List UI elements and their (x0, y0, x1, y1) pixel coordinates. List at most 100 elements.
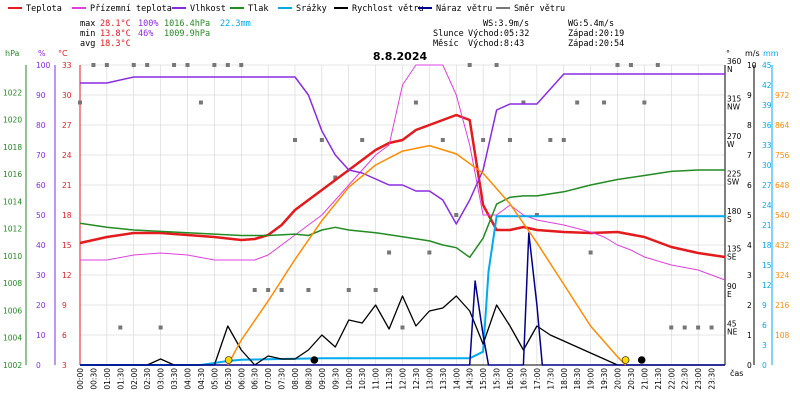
sun-moon-markers (224, 356, 646, 364)
pressure-tick: 1008 (3, 279, 22, 288)
sunrise-marker (224, 356, 233, 364)
x-tick: 13:30 (439, 368, 448, 390)
humidity-tick: 40 (36, 241, 46, 250)
wind-direction-point (225, 63, 230, 67)
wind-direction-point (252, 288, 257, 292)
direction-tick-dir: N (727, 65, 733, 74)
wind-direction-point (642, 100, 647, 105)
wind-direction-point (387, 250, 392, 255)
moonset-marker (637, 356, 646, 364)
wind-direction-point (655, 63, 660, 67)
wind-direction-point (185, 63, 190, 67)
stats-min-temp: 13.8°C (100, 29, 131, 39)
x-tick: 17:30 (546, 368, 555, 390)
x-tick: 21:30 (654, 368, 663, 390)
stats-min-hum: 46% (138, 29, 153, 39)
series-temperature-line (80, 64, 726, 281)
wind-direction-point (306, 288, 311, 292)
series-temperature-line (79, 113, 726, 259)
wind-direction-point (709, 325, 714, 330)
x-tick: 11:00 (372, 368, 381, 390)
stats-min-label: min (80, 29, 95, 39)
x-tick: 04:30 (197, 368, 206, 390)
x-tick: 03:00 (157, 368, 166, 390)
x-tick: 08:00 (291, 368, 300, 390)
wind-tick: 8 (747, 121, 752, 130)
sunset-marker (621, 356, 630, 364)
direction-tick-deg: 135 (727, 245, 742, 254)
rain-tick: 6 (762, 321, 767, 330)
pressure-tick: 1006 (3, 306, 22, 315)
wind-direction-point (198, 100, 203, 105)
legend-label: Tlak (248, 4, 268, 14)
moonset-text: Západ:20:54 (568, 39, 624, 49)
direction-tick-dir: S (727, 215, 732, 224)
series-humidity-line (80, 73, 725, 225)
x-tick: 04:00 (184, 368, 193, 390)
x-tick: 20:30 (627, 368, 636, 390)
wind-unit: m/s (745, 49, 760, 58)
sun-tick: 216 (775, 301, 790, 310)
wind-tick: 7 (747, 151, 752, 160)
humidity-tick: 80 (36, 121, 46, 130)
pressure-tick: 1010 (3, 252, 22, 261)
temperature-tick: 30 (62, 91, 72, 100)
x-tick: 09:30 (331, 368, 340, 390)
wind-direction-point (602, 100, 607, 105)
x-tick: 01:00 (103, 368, 112, 390)
direction-tick-deg: 225 (727, 170, 742, 179)
wind-direction-point (279, 288, 284, 292)
humidity-tick: 30 (36, 271, 46, 280)
x-tick: 07:00 (264, 368, 273, 390)
x-tick: 00:00 (76, 368, 85, 390)
stats-max-temp: 28.1°C (100, 19, 131, 29)
sun-tick: 432 (775, 241, 790, 250)
temperature-tick: 9 (62, 301, 67, 310)
wind-direction-point (615, 63, 620, 67)
wind-direction-point (467, 63, 472, 67)
wind-direction-point (575, 100, 580, 105)
wind-speed-summary: WS:3.9m/s (483, 19, 529, 29)
stats-max-rain: 22.3mm (220, 19, 251, 29)
wind-direction-point (548, 138, 553, 142)
rain-tick: 33 (762, 141, 772, 150)
wind-direction-point (373, 288, 378, 292)
pressure-tick: 1020 (3, 116, 22, 125)
direction-tick-deg: 360 (727, 57, 742, 66)
pressure-tick: 1012 (3, 225, 22, 234)
x-tick: 06:30 (251, 368, 260, 390)
wind-direction-point (319, 138, 324, 142)
sun-tick: 108 (775, 331, 790, 340)
temperature-tick: 6 (62, 331, 67, 340)
x-tick: 19:00 (587, 368, 596, 390)
x-tick: 12:30 (412, 368, 421, 390)
sun-tick: 972 (775, 91, 790, 100)
rain-tick: 15 (762, 261, 772, 270)
x-tick: 13:00 (425, 368, 434, 390)
wind-direction-point (521, 100, 526, 105)
time-unit: čas (730, 368, 743, 378)
wind-tick: 4 (747, 241, 752, 250)
wind-direction-point (413, 100, 418, 105)
legend: Teplota Přízemní teplota Vlhkost Tlak Srážky… (8, 4, 565, 14)
x-tick: 08:30 (304, 368, 313, 390)
direction-tick-deg: 315 (727, 95, 742, 104)
wind-tick: 6 (747, 181, 752, 190)
moon-label: Měsíc (433, 39, 459, 49)
wind-direction-point (346, 288, 351, 292)
rain-tick: 21 (762, 221, 772, 230)
x-tick: 03:30 (170, 368, 179, 390)
wind-tick: 3 (747, 271, 752, 280)
pressure-tick: 1004 (3, 334, 22, 343)
wind-direction-point (293, 138, 297, 142)
x-tick: 15:00 (479, 368, 488, 390)
x-tick: 16:00 (506, 368, 515, 390)
wind-direction-point (91, 63, 96, 67)
x-tick: 21:00 (640, 368, 649, 390)
humidity-tick: 100 (36, 61, 51, 70)
wind-tick: 1 (747, 331, 752, 340)
pressure-tick: 1014 (3, 197, 22, 206)
x-tick: 07:30 (278, 368, 287, 390)
legend-label: Rychlost větru (352, 4, 424, 14)
